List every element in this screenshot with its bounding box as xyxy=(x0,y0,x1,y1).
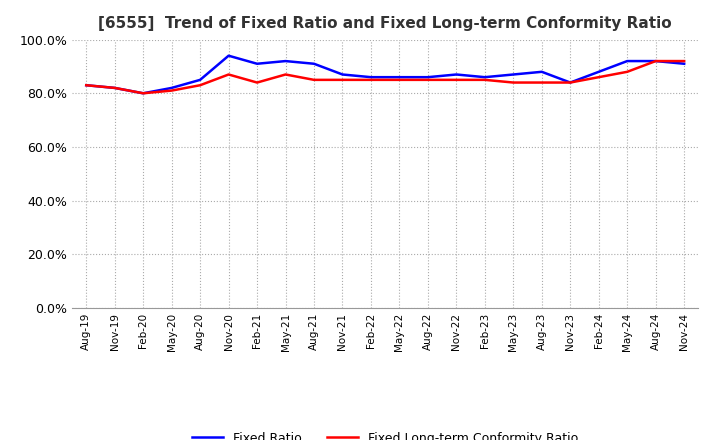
Fixed Ratio xyxy=(338,72,347,77)
Fixed Ratio xyxy=(680,61,688,66)
Fixed Ratio xyxy=(139,91,148,96)
Fixed Long-term Conformity Ratio xyxy=(366,77,375,82)
Fixed Long-term Conformity Ratio xyxy=(452,77,461,82)
Line: Fixed Long-term Conformity Ratio: Fixed Long-term Conformity Ratio xyxy=(86,61,684,93)
Fixed Long-term Conformity Ratio xyxy=(82,83,91,88)
Fixed Ratio xyxy=(167,85,176,91)
Fixed Ratio xyxy=(566,80,575,85)
Fixed Long-term Conformity Ratio xyxy=(139,91,148,96)
Fixed Ratio xyxy=(423,74,432,80)
Fixed Long-term Conformity Ratio xyxy=(595,74,603,80)
Fixed Ratio xyxy=(623,59,631,64)
Fixed Ratio xyxy=(282,59,290,64)
Fixed Long-term Conformity Ratio xyxy=(338,77,347,82)
Fixed Ratio xyxy=(366,74,375,80)
Fixed Long-term Conformity Ratio xyxy=(680,59,688,64)
Fixed Ratio xyxy=(82,83,91,88)
Fixed Long-term Conformity Ratio xyxy=(110,85,119,91)
Fixed Long-term Conformity Ratio xyxy=(253,80,261,85)
Fixed Long-term Conformity Ratio xyxy=(282,72,290,77)
Fixed Long-term Conformity Ratio xyxy=(310,77,318,82)
Fixed Long-term Conformity Ratio xyxy=(395,77,404,82)
Fixed Ratio xyxy=(253,61,261,66)
Fixed Ratio xyxy=(110,85,119,91)
Fixed Long-term Conformity Ratio xyxy=(566,80,575,85)
Fixed Ratio xyxy=(452,72,461,77)
Fixed Long-term Conformity Ratio xyxy=(537,80,546,85)
Fixed Ratio xyxy=(509,72,518,77)
Fixed Ratio xyxy=(196,77,204,82)
Fixed Long-term Conformity Ratio xyxy=(167,88,176,93)
Legend: Fixed Ratio, Fixed Long-term Conformity Ratio: Fixed Ratio, Fixed Long-term Conformity … xyxy=(187,427,583,440)
Fixed Ratio xyxy=(537,69,546,74)
Fixed Ratio xyxy=(595,69,603,74)
Fixed Long-term Conformity Ratio xyxy=(509,80,518,85)
Fixed Ratio xyxy=(480,74,489,80)
Fixed Ratio xyxy=(225,53,233,59)
Title: [6555]  Trend of Fixed Ratio and Fixed Long-term Conformity Ratio: [6555] Trend of Fixed Ratio and Fixed Lo… xyxy=(99,16,672,32)
Fixed Ratio xyxy=(652,59,660,64)
Fixed Long-term Conformity Ratio xyxy=(652,59,660,64)
Fixed Long-term Conformity Ratio xyxy=(623,69,631,74)
Line: Fixed Ratio: Fixed Ratio xyxy=(86,56,684,93)
Fixed Long-term Conformity Ratio xyxy=(196,83,204,88)
Fixed Long-term Conformity Ratio xyxy=(225,72,233,77)
Fixed Long-term Conformity Ratio xyxy=(480,77,489,82)
Fixed Ratio xyxy=(395,74,404,80)
Fixed Long-term Conformity Ratio xyxy=(423,77,432,82)
Fixed Ratio xyxy=(310,61,318,66)
